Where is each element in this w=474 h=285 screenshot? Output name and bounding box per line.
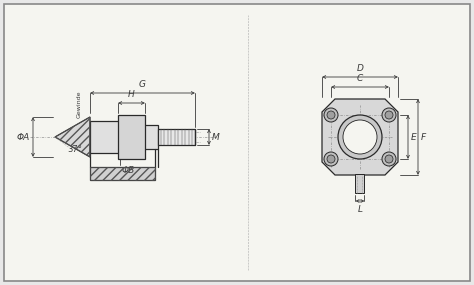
Bar (356, 174, 365, 193)
Bar (90, 167, 155, 180)
Bar (90, 121, 140, 153)
Circle shape (385, 155, 393, 163)
Text: Gewinde: Gewinde (77, 91, 82, 118)
Text: D: D (356, 64, 364, 73)
Text: G: G (139, 80, 146, 89)
Polygon shape (55, 117, 90, 157)
Circle shape (382, 152, 396, 166)
Bar (90, 167, 155, 180)
Text: C: C (357, 74, 363, 83)
Text: H: H (128, 90, 135, 99)
Text: ΦA: ΦA (17, 133, 30, 141)
Bar (118, 115, 145, 159)
Text: M: M (212, 133, 220, 141)
Circle shape (327, 155, 335, 163)
Text: F: F (421, 133, 426, 141)
Circle shape (324, 152, 338, 166)
Circle shape (324, 108, 338, 122)
Circle shape (338, 115, 382, 159)
Text: 37°: 37° (67, 145, 82, 154)
Circle shape (385, 111, 393, 119)
Text: ΦB: ΦB (122, 166, 135, 175)
Text: L: L (357, 205, 363, 214)
Bar (140, 125, 158, 149)
Circle shape (327, 111, 335, 119)
Text: E: E (411, 133, 417, 141)
Polygon shape (322, 99, 398, 175)
Circle shape (382, 108, 396, 122)
Circle shape (343, 120, 377, 154)
Bar (158, 129, 195, 145)
